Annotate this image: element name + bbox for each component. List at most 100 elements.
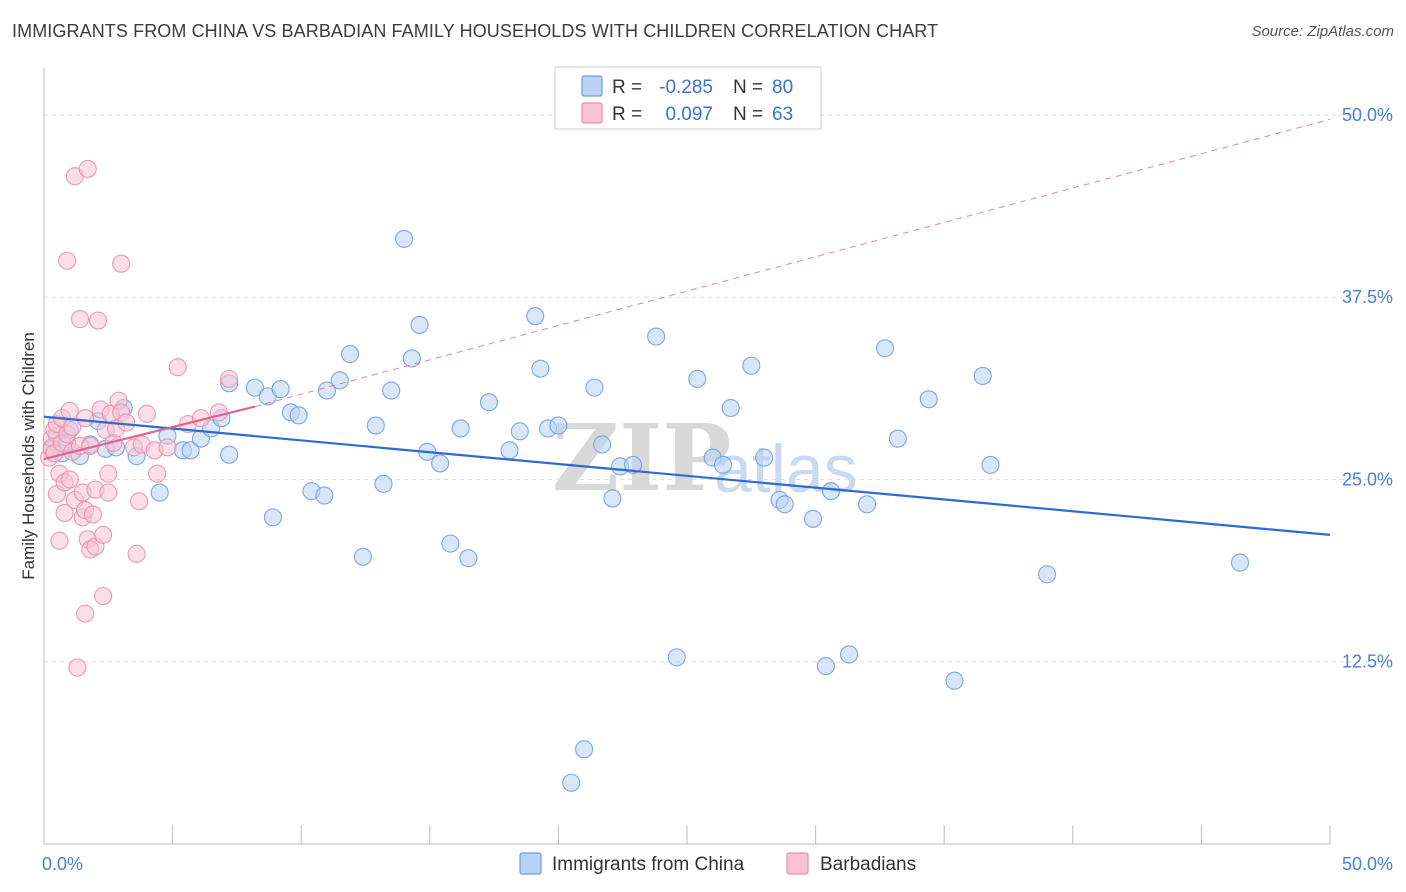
barbadian-trend-extension [254, 118, 1331, 408]
china-point [526, 307, 545, 326]
barbadian-point [83, 505, 102, 524]
barbadian-trend-line [43, 405, 256, 461]
china-point [647, 327, 666, 346]
china-point [821, 482, 841, 501]
barbadian-point [158, 438, 177, 457]
china-n-value: 80 [772, 77, 793, 98]
barbadian-point [60, 401, 79, 420]
china-point [382, 381, 401, 400]
china-point [289, 406, 308, 425]
china-point [353, 547, 372, 566]
y-tick-label: 12.5% [1342, 652, 1393, 672]
legend-barbadians-label: Barbadians [820, 854, 916, 875]
y-axis-title: Family Households with Children [19, 332, 38, 580]
barbadian-point [130, 492, 149, 511]
china-n-label: N = [733, 77, 763, 98]
barbadians-swatch [581, 102, 603, 124]
china-point [623, 455, 643, 474]
barbadian-point [70, 310, 90, 329]
china-point [500, 441, 519, 460]
china-point [575, 740, 594, 759]
barbadian-point [55, 503, 74, 523]
barbadians-n-value: 63 [772, 104, 793, 125]
barbadian-point [112, 254, 131, 273]
barbadians-r-label: R = [612, 104, 642, 125]
series-legend: Immigrants from China Barbadians [519, 852, 916, 875]
china-point [315, 486, 334, 505]
barbadian-point [127, 544, 146, 563]
chart-title: IMMIGRANTS FROM CHINA VS BARBADIAN FAMIL… [12, 21, 939, 41]
points-layer [40, 159, 1250, 792]
barbadian-point [50, 531, 69, 550]
y-tick-label: 50.0% [1342, 105, 1393, 125]
barbadian-point [117, 413, 136, 432]
china-point [667, 648, 686, 667]
china-point [603, 489, 622, 508]
barbadian-point [137, 404, 156, 423]
barbadian-point [68, 658, 87, 677]
barbadian-point [58, 251, 77, 270]
watermark-zip: ZIP [552, 404, 731, 512]
barbadian-point [99, 483, 118, 502]
china-swatch [581, 75, 603, 97]
y-tick-label: 25.0% [1342, 469, 1393, 489]
grid-layer [44, 114, 1392, 663]
china-point [585, 378, 604, 397]
china-point [721, 398, 740, 418]
china-point [479, 393, 499, 412]
china-point [888, 429, 907, 448]
china-point [1230, 553, 1250, 572]
china-point [374, 474, 393, 493]
china-point [150, 483, 169, 502]
china-point [713, 455, 733, 474]
china-point [593, 435, 612, 454]
barbadian-point [220, 369, 239, 388]
legend-barbadians-swatch [786, 852, 809, 875]
barbadian-point [94, 525, 113, 544]
china-point [181, 441, 200, 460]
china-point [451, 419, 470, 438]
barbadian-point [60, 470, 79, 489]
china-r-value: -0.285 [659, 77, 713, 98]
legend-china-swatch [519, 852, 542, 875]
china-point [919, 390, 938, 409]
barbadians-r-value: 0.097 [665, 104, 713, 125]
legend-china-label: Immigrants from China [552, 854, 745, 875]
china-point [271, 380, 290, 399]
china-point [441, 534, 460, 553]
china-point [816, 657, 835, 676]
china-point [981, 455, 1000, 474]
barbadians-n-label: N = [733, 104, 763, 125]
china-point [402, 349, 421, 368]
barbadian-point [148, 464, 167, 483]
china-point [549, 416, 568, 435]
china-point [459, 549, 478, 568]
china-point [973, 366, 992, 386]
china-point [742, 356, 761, 375]
china-point [945, 671, 964, 690]
source-label: Source: ZipAtlas.com [1251, 23, 1394, 40]
china-trend-line [43, 415, 1331, 536]
stats-legend: R = -0.285 N = 80 R = 0.097 N = 63 [554, 66, 822, 130]
x-tick-label: 50.0% [1342, 854, 1393, 874]
china-point [431, 454, 450, 473]
china-point [857, 495, 877, 514]
x-tick-label: 0.0% [42, 854, 83, 874]
china-point [1038, 565, 1057, 584]
china-point [839, 645, 859, 664]
barbadian-point [168, 358, 187, 377]
barbadian-point [88, 311, 108, 330]
china-point [875, 339, 895, 358]
barbadian-point [78, 159, 97, 178]
china-point [245, 378, 264, 397]
barbadian-point [99, 464, 118, 483]
china-point [755, 448, 774, 467]
trend-layer [43, 118, 1331, 536]
china-point [395, 229, 414, 248]
china-point [531, 359, 550, 378]
china-point [366, 416, 385, 435]
barbadian-point [209, 403, 228, 422]
china-point [562, 773, 581, 792]
china-point [510, 422, 529, 441]
barbadian-point [76, 409, 95, 428]
